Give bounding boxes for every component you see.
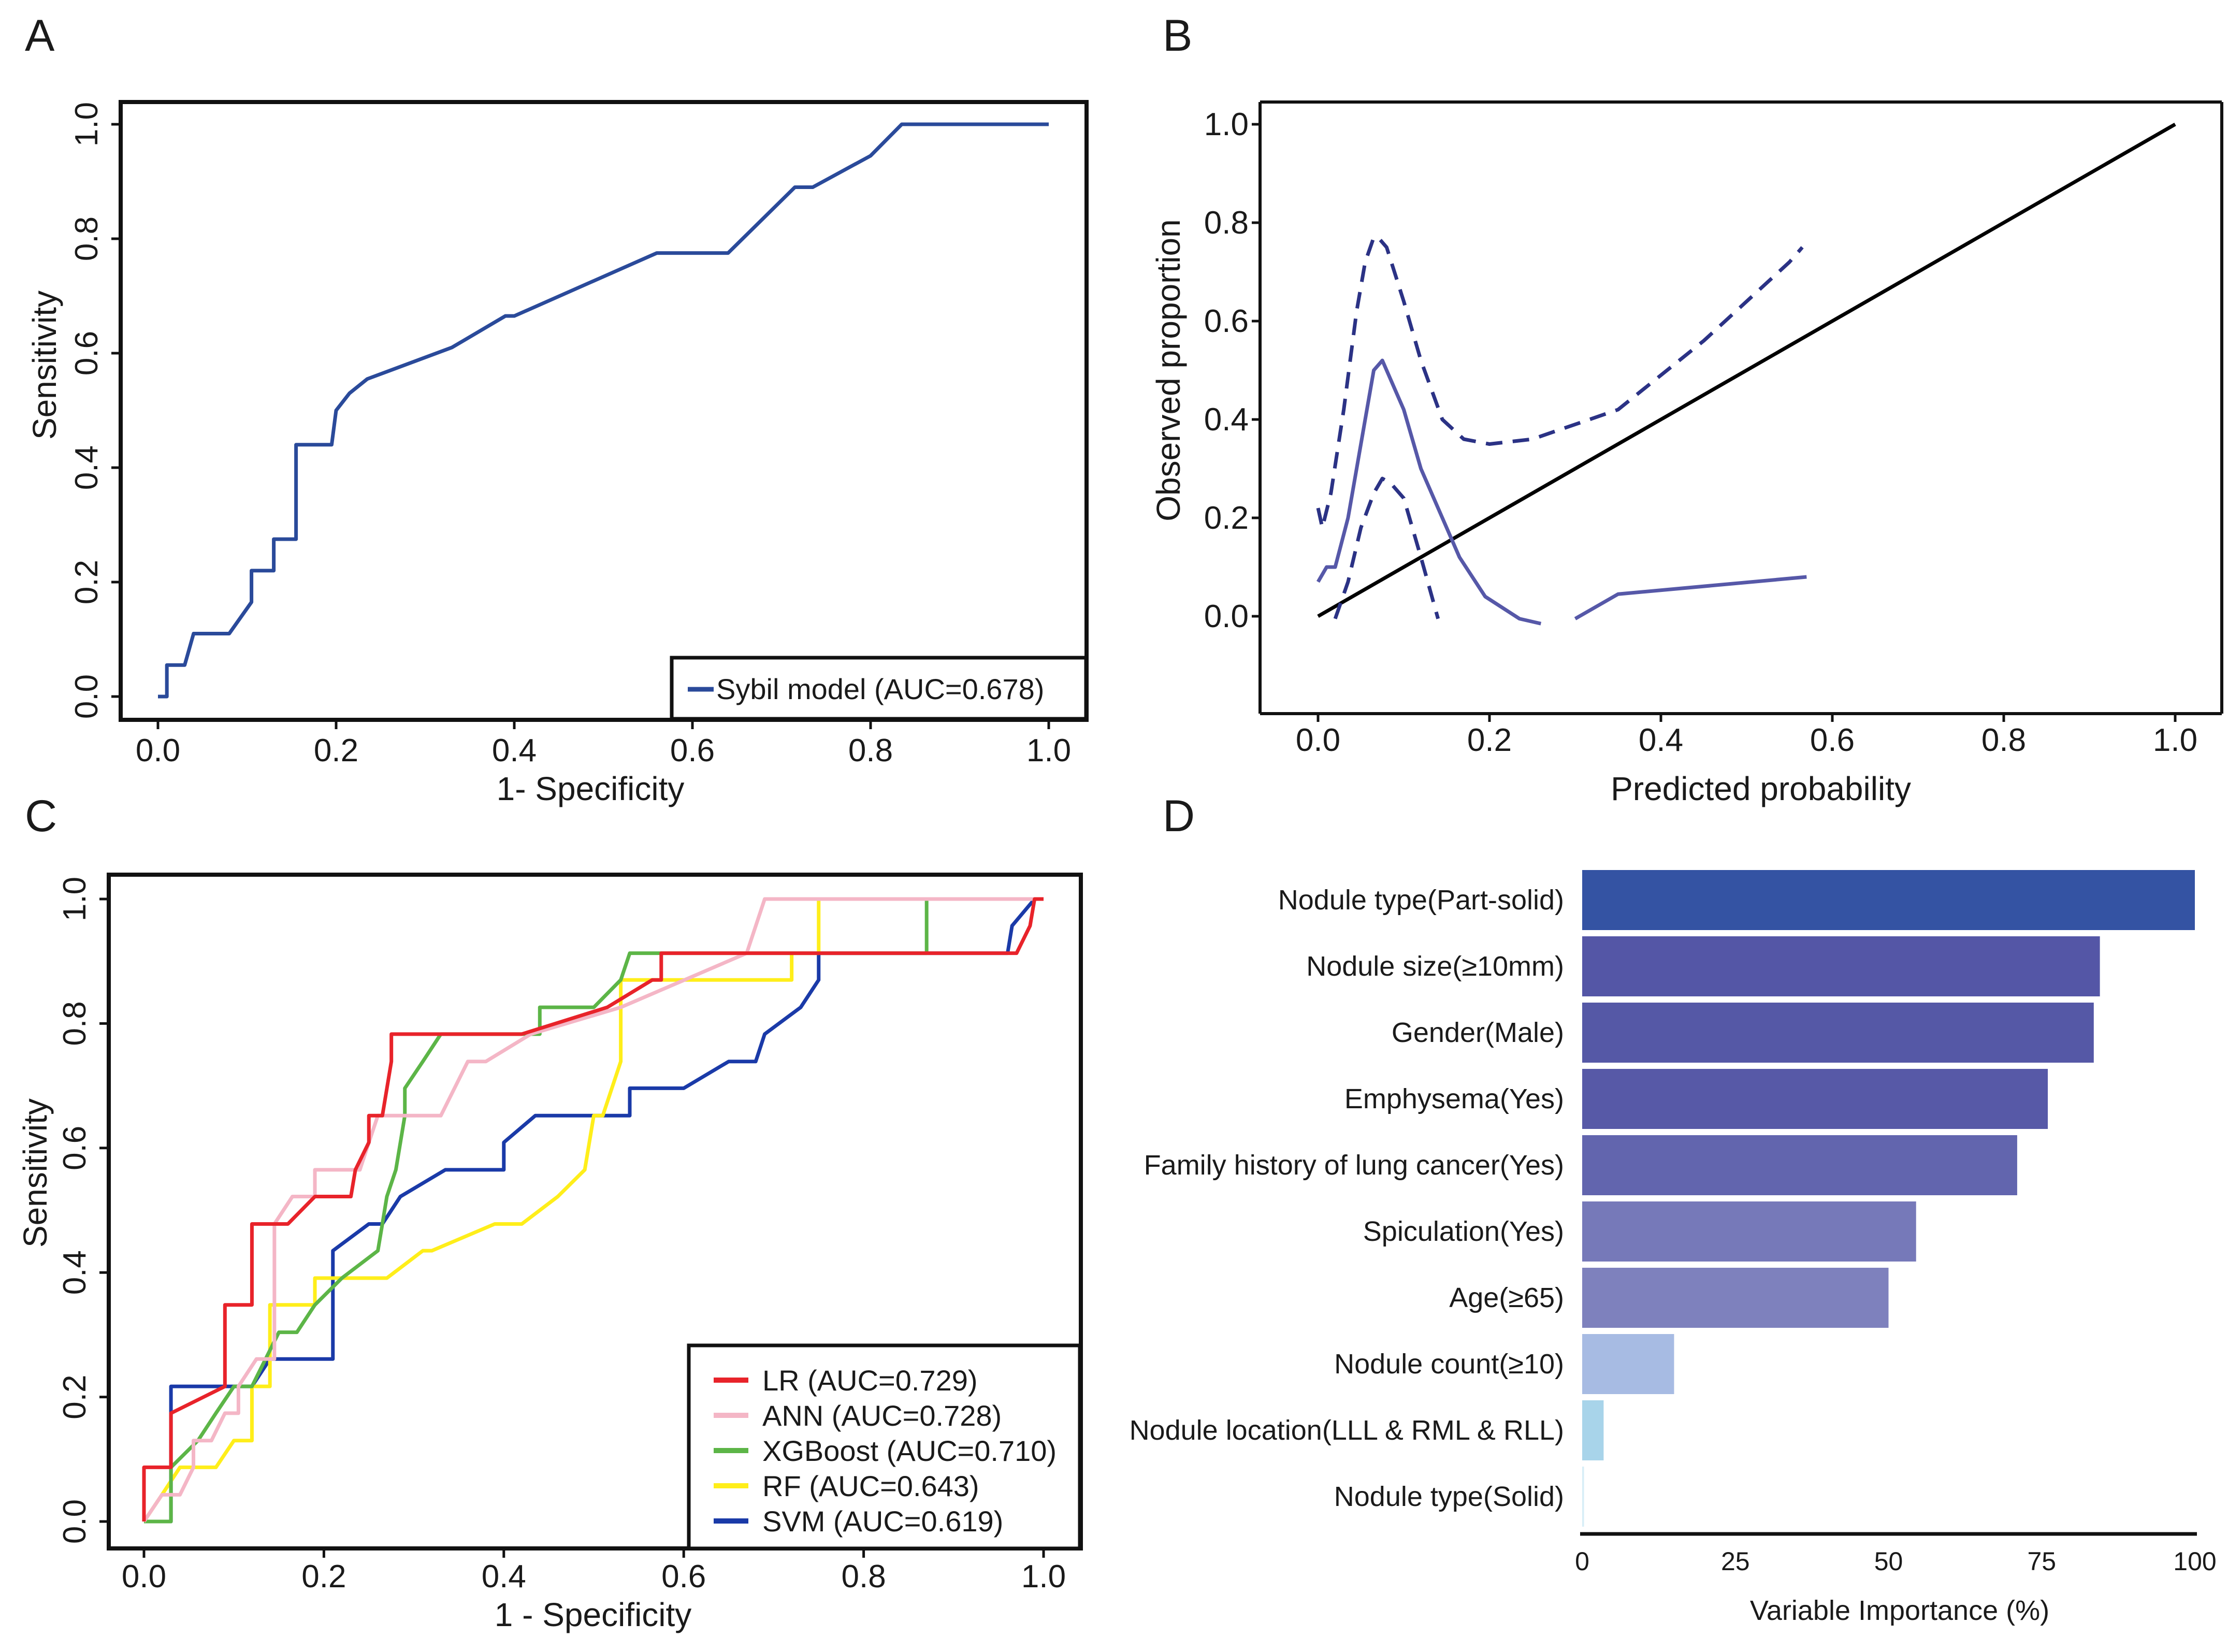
roc-line-lr-auc-0-729	[142, 897, 1044, 1521]
series-lower-line-4	[1333, 476, 1440, 619]
x-axis-title: Variable Importance (%)	[1750, 1595, 2049, 1626]
series-calibration-line-1	[1316, 358, 1542, 626]
y-tick-label: 0.4	[57, 1250, 93, 1295]
plot-frame	[107, 873, 1083, 1550]
x-tick-label: 25	[1721, 1547, 1750, 1576]
panel-letter-b: B	[1163, 11, 1192, 61]
legend-label: Sybil model (AUC=0.678)	[716, 673, 1044, 705]
y-tick-label: 1.0	[1204, 107, 1249, 142]
x-tick-label: 0.0	[122, 1559, 166, 1595]
bar-label-nodule-location-lll-rml-rll: Nodule location(LLL & RML & RLL)	[1130, 1415, 1564, 1446]
y-tick-label: 0.0	[69, 674, 105, 719]
y-axis-title: Sensitivity	[17, 1098, 54, 1248]
bar-label-nodule-type-part-solid: Nodule type(Part-solid)	[1278, 885, 1564, 916]
series-calibration-line-2	[1574, 575, 1807, 620]
x-tick-label: 1.0	[2153, 722, 2197, 758]
y-axis-title: Observed proportion	[1150, 219, 1187, 521]
roc-line-xgboost-auc-0-710	[144, 897, 1044, 1524]
bar-label-nodule-size-10mm: Nodule size(≥10mm)	[1306, 951, 1564, 982]
y-tick-label: 0.0	[1204, 599, 1249, 634]
legend-label-svm-auc-0-619: SVM (AUC=0.619)	[762, 1505, 1003, 1538]
x-tick-label: 50	[1874, 1547, 1903, 1576]
x-tick-label: 0.4	[492, 733, 537, 769]
bar-label-emphysema-yes: Emphysema(Yes)	[1344, 1083, 1564, 1114]
panel-d-importance-chart: Nodule type(Part-solid) Nodule size(≥10mm…	[1130, 870, 2217, 1626]
x-tick-label: 0.8	[841, 1559, 886, 1595]
x-tick-label: 0.4	[1639, 722, 1683, 758]
y-tick-label: 0.2	[69, 560, 105, 604]
y-tick-label: 0.8	[69, 216, 105, 261]
legend-label-lr-auc-0-729: LR (AUC=0.729)	[762, 1364, 978, 1397]
bar-nodule-location-lll-rml-rll	[1582, 1400, 1604, 1460]
roc-line-sybil-model-auc-0-678	[158, 122, 1049, 699]
x-tick-label: 0.6	[670, 733, 715, 769]
x-tick-label: 0.2	[314, 733, 358, 769]
bar-label-nodule-count-10: Nodule count(≥10)	[1334, 1349, 1564, 1380]
y-tick-label: 0.6	[69, 331, 105, 375]
legend-box	[687, 1343, 1082, 1550]
y-tick-label: 0.6	[57, 1126, 93, 1170]
panel-letter-c: C	[25, 791, 57, 841]
panel-letter-a: A	[25, 11, 55, 61]
bar-spiculation-yes	[1582, 1201, 1916, 1262]
y-axis-title: Sensitivity	[26, 291, 63, 440]
panel-letter-d: D	[1163, 791, 1195, 841]
bar-gender-male	[1582, 1003, 2094, 1063]
y-tick-label: 0.2	[57, 1374, 93, 1419]
x-tick-label: 0.6	[661, 1559, 706, 1595]
bar-nodule-type-solid	[1582, 1467, 1584, 1527]
y-tick-label: 0.0	[57, 1499, 93, 1544]
bar-emphysema-yes	[1582, 1069, 2048, 1129]
x-tick-label: 1.0	[1026, 733, 1071, 769]
y-tick-label: 1.0	[57, 877, 93, 921]
x-tick-label: 0.8	[848, 733, 893, 769]
bar-label-family-history-of-lung-cancer-yes: Family history of lung cancer(Yes)	[1144, 1150, 1564, 1181]
legend-label-rf-auc-0-643: RF (AUC=0.643)	[762, 1470, 979, 1502]
bar-age-65	[1582, 1268, 1889, 1328]
y-tick-label: 0.6	[1204, 303, 1249, 339]
y-tick-label: 0.4	[69, 445, 105, 490]
x-tick-label: 0.0	[136, 733, 180, 769]
bar-label-spiculation-yes: Spiculation(Yes)	[1363, 1216, 1564, 1247]
plot-frame	[119, 100, 1089, 722]
x-axis-title: Predicted probability	[1611, 770, 1911, 807]
legend-label-ann-auc-0-728: ANN (AUC=0.728)	[762, 1399, 1002, 1432]
bar-nodule-count-10	[1582, 1334, 1674, 1394]
x-tick-label: 0.0	[1296, 722, 1340, 758]
bar-nodule-size-10mm	[1582, 936, 2100, 996]
bar-family-history-of-lung-cancer-yes	[1582, 1135, 2017, 1195]
x-tick-label: 0.2	[1467, 722, 1512, 758]
panel-c-roc-comparison-chart: 0.0 0.2 0.4 0.6 0.8 1.0 0.0 0.2 0.4 0.6 0.8 1.0 1 - …	[17, 873, 1083, 1633]
bar-nodule-type-part-solid	[1582, 870, 2195, 930]
x-tick-label: 0	[1575, 1547, 1589, 1576]
bar-label-nodule-type-solid: Nodule type(Solid)	[1334, 1481, 1564, 1512]
y-tick-label: 0.4	[1204, 402, 1249, 438]
x-tick-label: 0.4	[482, 1559, 526, 1595]
legend-label-xgboost-auc-0-710: XGBoost (AUC=0.710)	[762, 1434, 1057, 1467]
x-tick-label: 100	[2173, 1547, 2216, 1576]
legend-box	[670, 656, 1088, 721]
bar-label-age-65: Age(≥65)	[1449, 1282, 1564, 1313]
x-tick-label: 0.8	[1981, 722, 2026, 758]
roc-line-ann-auc-0-728	[142, 897, 1044, 1523]
x-tick-label: 0.2	[301, 1559, 346, 1595]
bar-label-gender-male: Gender(Male)	[1392, 1017, 1564, 1048]
panel-b-calibration-chart: 0.0 0.2 0.4 0.6 0.8 1.0 0.0 0.2 0.4 0.6 0.8 1.0 Pred…	[1150, 100, 2223, 807]
x-tick-label: 75	[2027, 1547, 2056, 1576]
panel-a-roc-chart: 0.0 0.2 0.4 0.6 0.8 1.0 0.0 0.2 0.4 0.6 0.8 1.0 1- S…	[26, 100, 1089, 807]
x-axis-title: 1- Specificity	[497, 770, 685, 807]
y-tick-label: 0.2	[1204, 500, 1249, 536]
x-tick-label: 1.0	[1021, 1559, 1066, 1595]
x-axis-title: 1 - Specificity	[495, 1596, 692, 1633]
y-tick-label: 1.0	[69, 102, 105, 147]
series-upper-line-3	[1316, 236, 1804, 530]
y-tick-label: 0.8	[1204, 205, 1249, 241]
x-tick-label: 0.6	[1810, 722, 1855, 758]
y-tick-label: 0.8	[57, 1001, 93, 1046]
series-reference-line-0	[1317, 122, 2176, 618]
